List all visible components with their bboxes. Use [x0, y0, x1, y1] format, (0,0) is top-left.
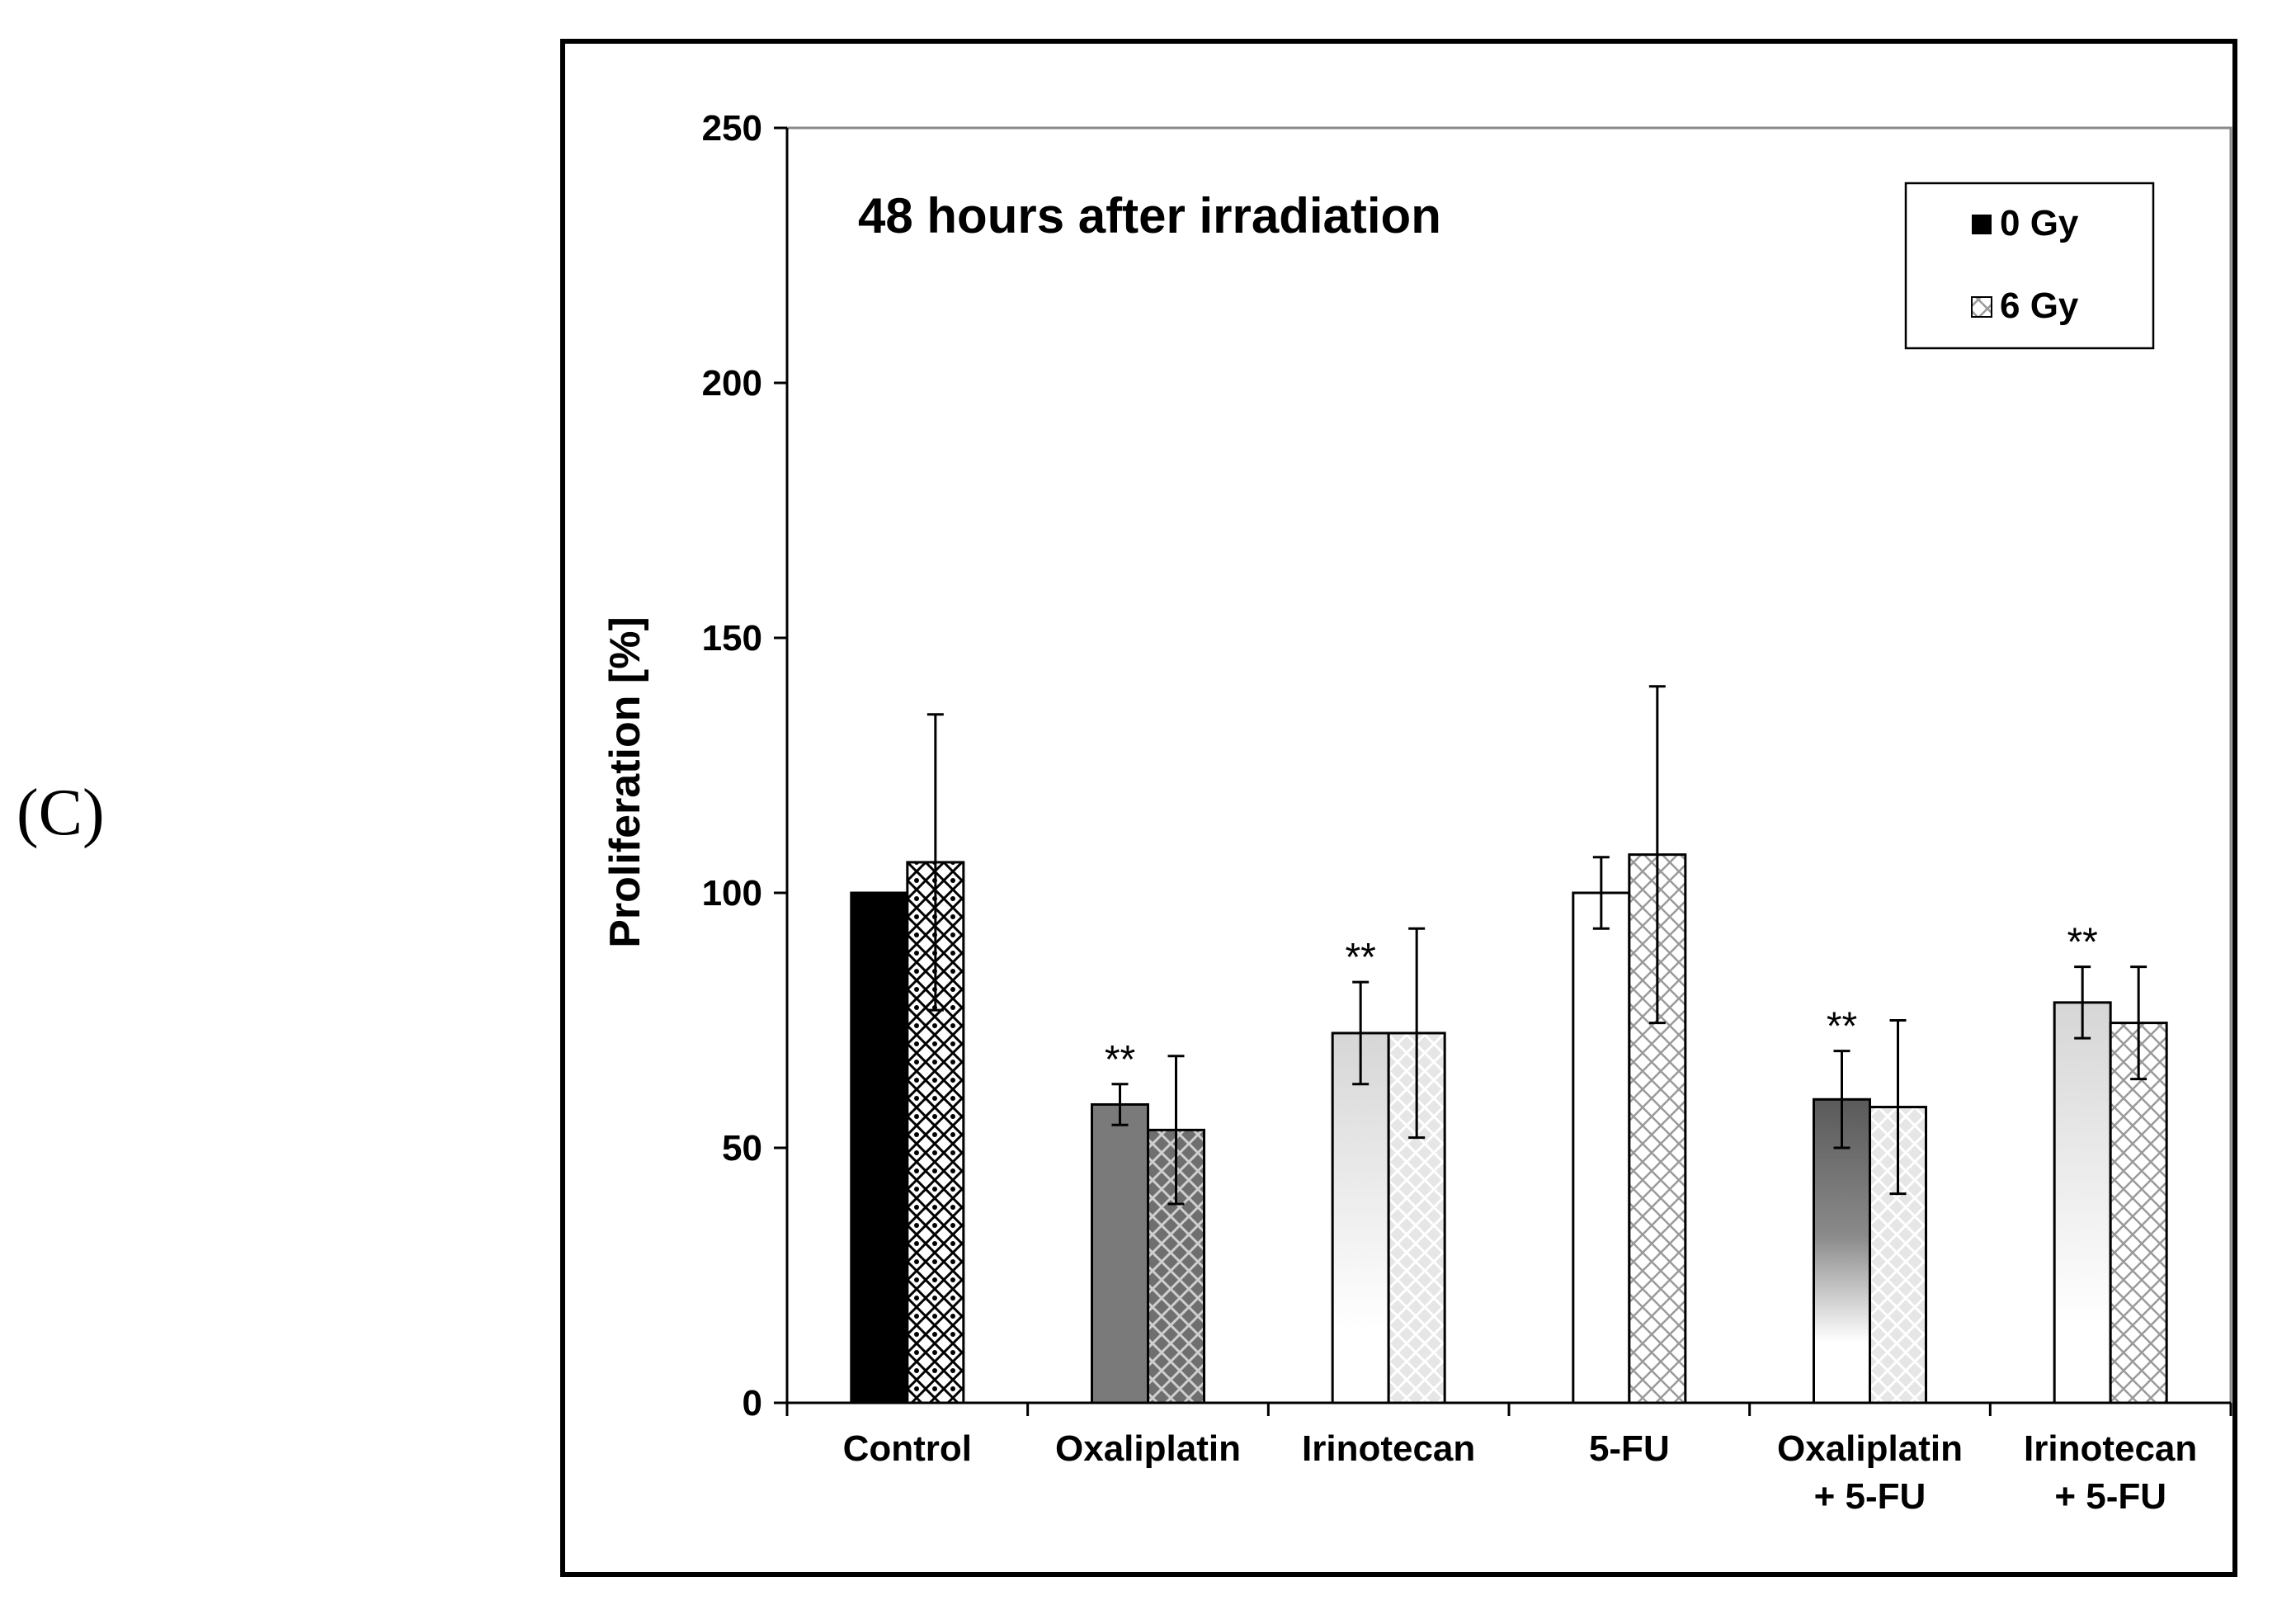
y-tick-label: 50 — [722, 1128, 762, 1168]
x-ticks — [785, 1403, 2232, 1416]
significance-mark: ** — [1345, 936, 1375, 980]
category-labels: Control Oxaliplatin Irinotecan 5-FU Oxalipla… — [843, 1428, 2198, 1517]
category-label: Oxaliplatin — [1777, 1428, 1963, 1469]
chart-title: 48 hours after irradiation — [858, 188, 1441, 243]
category-label: Control — [843, 1428, 972, 1469]
significance-mark: ** — [1827, 1005, 1857, 1049]
bar-0gy — [1572, 891, 1631, 1404]
significance-mark: ** — [1105, 1038, 1135, 1082]
significance-mark: ** — [2067, 921, 2097, 965]
category-label: Irinotecan — [2024, 1428, 2197, 1469]
legend: 0 Gy 6 Gy — [1904, 182, 2155, 350]
bar-0gy — [1091, 1102, 1149, 1404]
category-label: 5-FU — [1589, 1428, 1670, 1469]
bar-0gy — [1331, 1031, 1390, 1404]
bar-0gy — [1813, 1098, 1871, 1404]
y-ticks: 0 50 100 150 200 250 — [702, 108, 787, 1423]
legend-swatch-0gy — [1972, 215, 1992, 234]
category-label: Oxaliplatin — [1055, 1428, 1241, 1469]
legend-label-0gy: 0 Gy — [2000, 203, 2079, 243]
category-label: + 5-FU — [1814, 1476, 1926, 1517]
y-tick-label: 150 — [702, 618, 762, 659]
error-bars — [926, 685, 2147, 1206]
bar-0gy — [2053, 1001, 2112, 1404]
y-tick-label: 100 — [702, 873, 762, 913]
bar-0gy — [850, 891, 909, 1404]
legend-box — [1904, 182, 2155, 350]
y-tick-label: 250 — [702, 108, 762, 149]
category-label: Irinotecan — [1302, 1428, 1475, 1469]
legend-swatch-6gy — [1971, 296, 1992, 318]
bar-6gy — [2109, 1022, 2168, 1404]
y-tick-label: 0 — [743, 1383, 762, 1423]
significance-marks: ** ** ** ** — [1105, 921, 2098, 1082]
legend-label-6gy: 6 Gy — [2000, 286, 2079, 326]
y-axis-label: Proliferation [%] — [601, 616, 649, 948]
category-label: + 5-FU — [2054, 1476, 2166, 1517]
y-tick-label: 200 — [702, 363, 762, 404]
bars — [850, 853, 2168, 1404]
panel-label: (C) — [17, 777, 105, 849]
